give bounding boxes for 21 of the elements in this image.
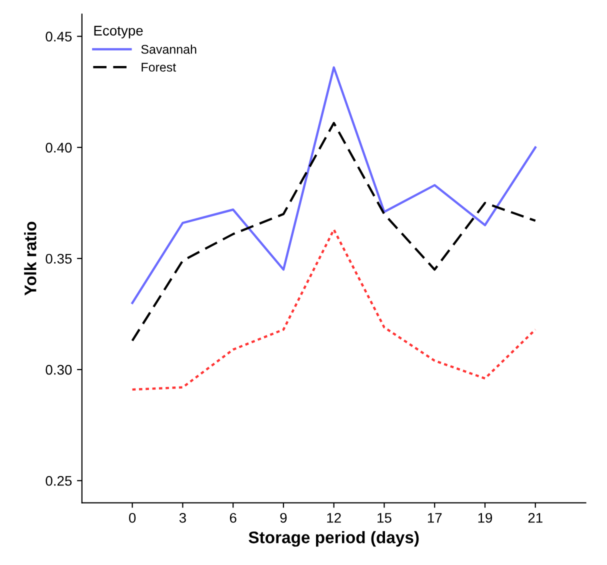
y-axis-title: Yolk ratio xyxy=(24,222,36,296)
x-tick-label: 6 xyxy=(230,512,236,523)
x-tick-label: 3 xyxy=(179,512,186,523)
x-tick-label: 17 xyxy=(428,513,442,523)
legend-label: Forest xyxy=(142,62,176,72)
x-tick-label: 9 xyxy=(280,512,287,523)
y-tick-label: 0.25 xyxy=(46,476,72,486)
line-series xyxy=(131,228,536,391)
x-tick-label: 12 xyxy=(327,512,341,523)
legend-label: Savannah xyxy=(141,44,196,54)
x-tick-label: 21 xyxy=(528,512,542,523)
x-axis-title: Storage period (days) xyxy=(248,531,419,547)
y-tick-label: 0.30 xyxy=(46,364,72,375)
legend-title: Ecotype xyxy=(94,26,143,38)
x-tick-label: 15 xyxy=(378,513,392,523)
y-tick-label: 0.35 xyxy=(46,254,72,264)
x-tick-label: 0 xyxy=(129,512,136,523)
line-series xyxy=(131,122,536,342)
y-tick-label: 0.45 xyxy=(46,32,72,42)
x-tick-label: 19 xyxy=(478,512,492,523)
y-tick-label: 0.40 xyxy=(46,142,72,153)
